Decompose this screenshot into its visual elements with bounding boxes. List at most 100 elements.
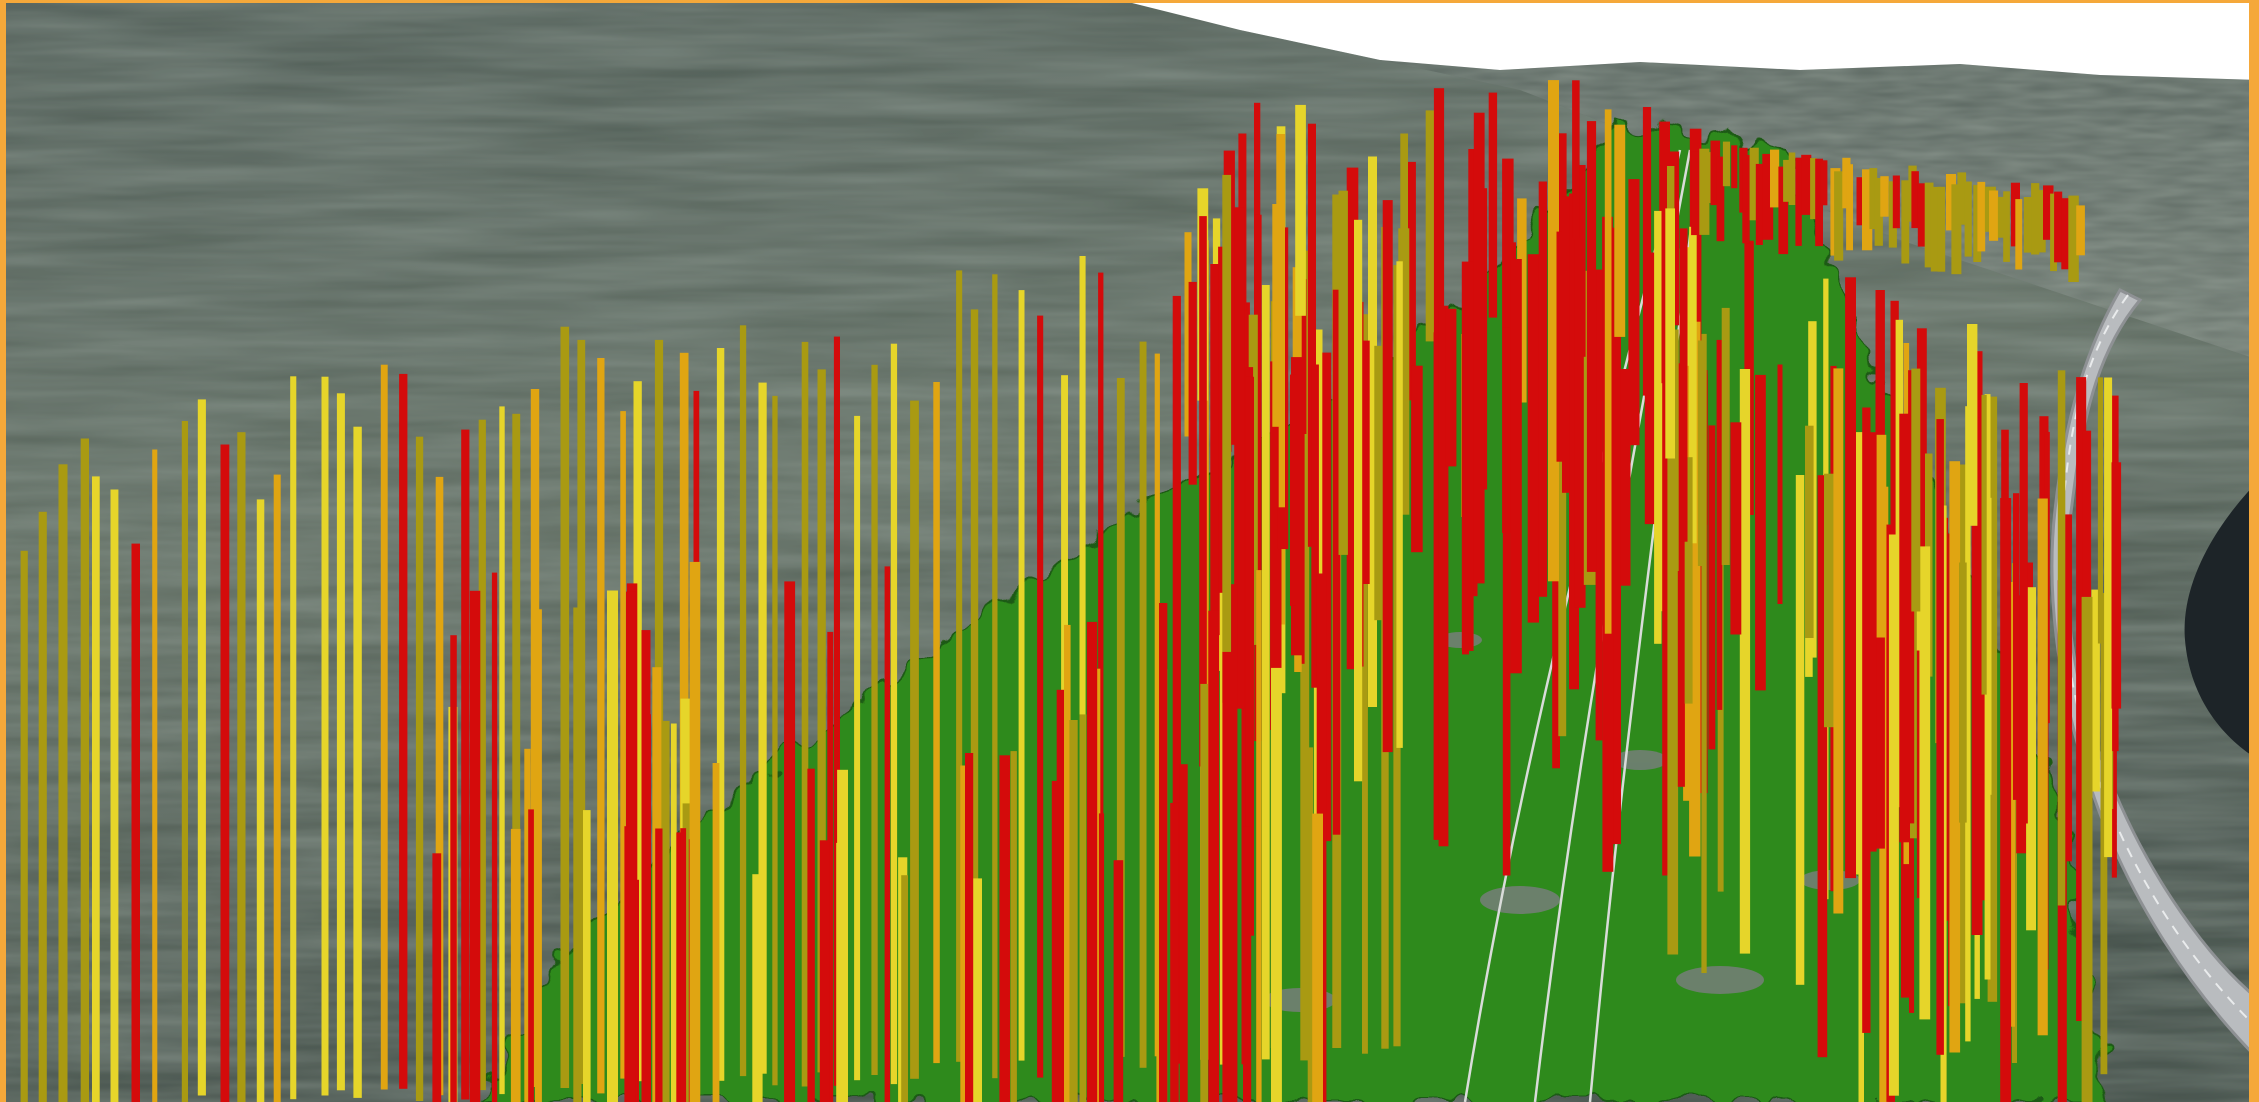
elevation-bar bbox=[1710, 140, 1721, 206]
elevation-bar bbox=[2013, 493, 2020, 800]
elevation-bar bbox=[1086, 621, 1098, 1102]
elevation-bar bbox=[1755, 163, 1763, 245]
road-centerline bbox=[2059, 294, 2259, 1031]
elevation-bar bbox=[1957, 172, 1967, 225]
elevation-bar bbox=[1612, 334, 1621, 845]
elevation-bar bbox=[1405, 161, 1416, 401]
elevation-bar bbox=[682, 803, 691, 1102]
elevation-bar bbox=[1510, 259, 1522, 674]
elevation-bar bbox=[2031, 183, 2040, 255]
elevation-bar bbox=[2064, 514, 2072, 862]
elevation-bar bbox=[960, 765, 970, 1102]
elevation-bar bbox=[716, 348, 725, 1081]
elevation-bar bbox=[110, 489, 119, 1102]
elevation-bar bbox=[1300, 250, 1310, 1061]
elevation-bar bbox=[415, 436, 424, 1101]
elevation-bar bbox=[1659, 121, 1670, 384]
elevation-bar bbox=[620, 411, 626, 1079]
elevation-bar bbox=[1862, 169, 1873, 251]
elevation-bar bbox=[1256, 570, 1262, 1102]
elevation-bar bbox=[1919, 546, 1931, 1020]
elevation-bar bbox=[1967, 324, 1978, 526]
elevation-bar bbox=[1722, 141, 1731, 187]
elevation-bar bbox=[655, 828, 663, 1102]
elevation-bar bbox=[524, 748, 531, 1102]
elevation-bar bbox=[1243, 826, 1252, 1102]
elevation-bar bbox=[901, 875, 908, 1102]
elevation-bar bbox=[1069, 720, 1078, 1102]
elevation-bar bbox=[1037, 315, 1044, 1078]
elevation-bar bbox=[152, 449, 158, 1102]
elevation-bar bbox=[1433, 332, 1441, 840]
elevation-bar bbox=[1959, 562, 1967, 823]
elevation-bar bbox=[1433, 88, 1445, 500]
elevation-bar bbox=[469, 590, 481, 1102]
elevation-bar bbox=[1892, 175, 1900, 229]
elevation-bar bbox=[380, 364, 388, 1090]
elevation-bar bbox=[1200, 683, 1208, 1102]
elevation-bar bbox=[1555, 133, 1567, 318]
elevation-bar bbox=[353, 426, 362, 1098]
elevation-bar bbox=[1208, 610, 1220, 1102]
elevation-bar bbox=[641, 630, 651, 1102]
elevation-bar bbox=[2111, 462, 2122, 709]
elevation-bar bbox=[499, 406, 505, 1095]
elevation-bar bbox=[1210, 264, 1220, 636]
elevation-bar bbox=[992, 274, 998, 1079]
elevation-bar bbox=[1874, 178, 1883, 246]
elevation-bar bbox=[512, 413, 521, 1084]
elevation-bar bbox=[1064, 624, 1071, 1102]
elevation-bar bbox=[972, 878, 982, 1102]
elevation-bar bbox=[1984, 394, 1991, 980]
elevation-bar bbox=[689, 561, 701, 1102]
elevation-bar bbox=[1502, 327, 1511, 876]
elevation-bar bbox=[1739, 369, 1751, 954]
elevation-bar bbox=[1642, 107, 1652, 396]
ground-patch bbox=[1676, 966, 1764, 994]
elevation-bar bbox=[1846, 164, 1853, 251]
elevation-bar bbox=[1400, 133, 1408, 479]
elevation-bar bbox=[2038, 190, 2046, 253]
elevation-bar bbox=[607, 590, 618, 1102]
elevation-bar bbox=[1901, 180, 1910, 264]
elevation-bar bbox=[1911, 368, 1921, 612]
elevation-bar bbox=[1292, 267, 1302, 419]
elevation-bar bbox=[1222, 651, 1232, 1102]
elevation-bar bbox=[1322, 352, 1332, 842]
elevation-bar bbox=[461, 429, 470, 1100]
elevation-bar bbox=[1716, 339, 1723, 710]
elevation-bar bbox=[1665, 208, 1675, 459]
elevation-bar bbox=[676, 832, 684, 1102]
elevation-bar bbox=[399, 373, 408, 1089]
elevation-bar bbox=[528, 809, 534, 1102]
elevation-bar bbox=[583, 810, 591, 1102]
elevation-bar bbox=[321, 376, 329, 1096]
elevation-bar bbox=[2076, 377, 2087, 1022]
elevation-bar bbox=[450, 635, 457, 1102]
elevation-bar bbox=[1010, 751, 1017, 1102]
elevation-bar bbox=[237, 432, 246, 1102]
elevation-bar bbox=[1312, 813, 1323, 1102]
elevation-bar bbox=[1362, 314, 1368, 1054]
elevation-bar bbox=[1777, 364, 1783, 604]
elevation-bar bbox=[1937, 186, 1946, 272]
elevation-bar bbox=[1311, 364, 1319, 688]
elevation-bar bbox=[1949, 461, 1961, 1053]
elevation-bar bbox=[1856, 177, 1868, 226]
elevation-bar bbox=[1981, 394, 1987, 695]
elevation-bar bbox=[801, 341, 809, 1087]
elevation-bar bbox=[1679, 228, 1688, 542]
elevation-bar bbox=[1199, 216, 1207, 767]
elevation-bar bbox=[2057, 370, 2066, 906]
elevation-bar bbox=[1730, 422, 1742, 635]
elevation-bar bbox=[1270, 361, 1282, 730]
ground-patch bbox=[1800, 870, 1860, 890]
elevation-bar bbox=[1307, 747, 1314, 1102]
elevation-bar bbox=[1731, 145, 1738, 189]
elevation-bar bbox=[1749, 147, 1759, 221]
elevation-bar bbox=[933, 382, 940, 1064]
elevation-bar bbox=[807, 768, 815, 1102]
elevation-bar bbox=[2081, 596, 2093, 1102]
elevation-bar bbox=[817, 369, 826, 1073]
